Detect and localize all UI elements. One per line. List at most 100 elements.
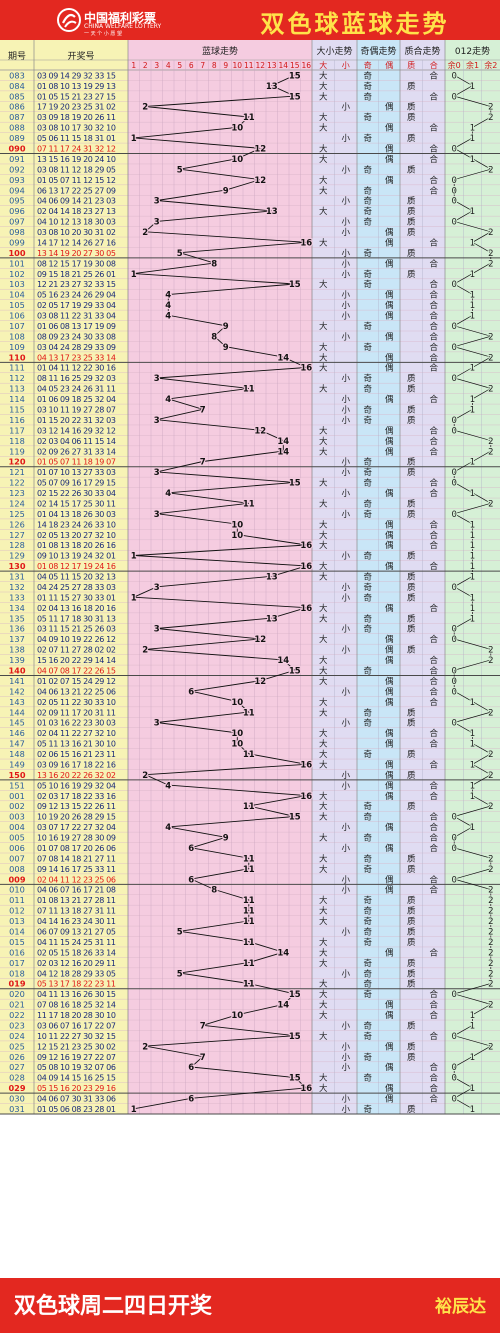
size-mark: 大 bbox=[319, 478, 328, 489]
prime-mark: 质 bbox=[407, 906, 416, 917]
prime-mark: 质 bbox=[407, 895, 416, 906]
size-mark: 小 bbox=[341, 1041, 350, 1052]
size-mark: 小 bbox=[341, 196, 350, 207]
red-ball-numbers: 05 13 17 18 22 23 11 bbox=[37, 980, 116, 989]
mod3-mark: 0 bbox=[451, 197, 456, 207]
prime-mark: 质 bbox=[407, 927, 416, 938]
blue-ball-value: 10 bbox=[231, 520, 243, 530]
mod3-mark: 1 bbox=[470, 364, 475, 374]
issue-number: 098 bbox=[9, 227, 25, 237]
size-mark: 大 bbox=[319, 947, 328, 958]
issue-number: 020 bbox=[9, 989, 25, 999]
blue-ball-value: 11 bbox=[243, 499, 255, 509]
blue-ball-value: 11 bbox=[243, 750, 255, 760]
header-mod3: 012走势 bbox=[455, 45, 490, 57]
blue-ball-value: 15 bbox=[289, 280, 301, 290]
red-ball-numbers: 02 04 13 16 18 20 16 bbox=[37, 604, 116, 613]
size-mark: 大 bbox=[319, 739, 328, 750]
size-mark: 大 bbox=[319, 70, 328, 81]
issue-number: 113 bbox=[9, 384, 25, 394]
issue-number: 136 bbox=[9, 624, 25, 634]
mod3-mark: 2 bbox=[488, 917, 493, 927]
prime-mark: 质 bbox=[407, 707, 416, 718]
prime-mark: 质 bbox=[407, 551, 416, 562]
sub-header-parity: 奇 bbox=[364, 60, 372, 70]
mod3-mark: 2 bbox=[488, 385, 493, 395]
issue-number: 088 bbox=[9, 123, 25, 133]
mod3-mark: 1 bbox=[470, 134, 475, 144]
issue-number: 117 bbox=[9, 425, 25, 435]
prime-mark: 质 bbox=[407, 164, 416, 175]
parity-mark: 奇 bbox=[363, 613, 372, 624]
size-mark: 小 bbox=[341, 1094, 350, 1105]
blue-col-header: 14 bbox=[278, 61, 288, 70]
parity-mark: 偶 bbox=[385, 885, 394, 896]
parity-mark: 奇 bbox=[363, 91, 372, 102]
prime-mark: 合 bbox=[429, 603, 438, 614]
blue-ball-value: 2 bbox=[142, 646, 148, 656]
issue-number: 018 bbox=[9, 968, 25, 978]
issue-number: 022 bbox=[9, 1010, 25, 1020]
issue-number: 009 bbox=[8, 874, 25, 884]
blue-ball-value: 10 bbox=[231, 698, 243, 708]
mod3-mark: 2 bbox=[488, 1001, 493, 1011]
prime-mark: 合 bbox=[429, 91, 438, 102]
red-ball-numbers: 04 09 10 19 22 26 12 bbox=[37, 635, 116, 644]
prime-mark: 合 bbox=[429, 561, 438, 572]
size-mark: 小 bbox=[341, 311, 350, 322]
red-ball-numbers: 04 05 11 15 20 32 13 bbox=[37, 573, 116, 582]
issue-number: 012 bbox=[9, 906, 25, 916]
parity-mark: 奇 bbox=[363, 572, 372, 583]
red-ball-numbers: 14 18 23 24 26 33 10 bbox=[37, 520, 116, 529]
blue-ball-value: 16 bbox=[300, 562, 312, 572]
mod3-mark: 1 bbox=[470, 698, 475, 708]
size-mark: 大 bbox=[319, 603, 328, 614]
red-ball-numbers: 04 10 12 13 18 30 03 bbox=[37, 218, 116, 227]
blue-ball-value: 11 bbox=[243, 854, 255, 864]
issue-number: 121 bbox=[9, 467, 25, 477]
prime-mark: 质 bbox=[407, 864, 416, 875]
red-ball-numbers: 12 15 21 23 25 30 02 bbox=[37, 1042, 116, 1051]
mod3-mark: 1 bbox=[470, 593, 475, 603]
prime-mark: 合 bbox=[429, 290, 438, 301]
mod3-mark: 2 bbox=[488, 886, 493, 896]
issue-number: 011 bbox=[9, 895, 25, 905]
prime-mark: 合 bbox=[429, 530, 438, 541]
issue-number: 021 bbox=[9, 1000, 25, 1010]
blue-ball-value: 3 bbox=[154, 468, 160, 478]
mod3-mark: 0 bbox=[451, 218, 456, 228]
size-mark: 小 bbox=[341, 770, 350, 781]
mod3-mark: 0 bbox=[451, 510, 456, 520]
blue-ball-value: 2 bbox=[142, 228, 148, 238]
parity-mark: 偶 bbox=[385, 759, 394, 770]
issue-number: 132 bbox=[9, 582, 25, 592]
prime-mark: 质 bbox=[407, 572, 416, 583]
parity-mark: 偶 bbox=[385, 843, 394, 854]
size-mark: 小 bbox=[341, 1104, 350, 1115]
red-ball-numbers: 05 11 13 16 21 30 10 bbox=[37, 740, 116, 749]
mod3-mark: 2 bbox=[488, 249, 493, 259]
size-mark: 大 bbox=[319, 697, 328, 708]
red-ball-numbers: 02 03 17 18 22 33 16 bbox=[37, 792, 116, 801]
prime-mark: 质 bbox=[407, 592, 416, 603]
red-ball-numbers: 01 03 16 22 23 30 03 bbox=[37, 719, 116, 728]
prime-mark: 质 bbox=[407, 81, 416, 92]
mod3-mark: 1 bbox=[470, 552, 475, 562]
mod3-mark: 2 bbox=[488, 165, 493, 175]
parity-mark: 奇 bbox=[363, 833, 372, 844]
parity-mark: 偶 bbox=[385, 1083, 394, 1094]
parity-mark: 奇 bbox=[363, 551, 372, 562]
blue-ball-value: 4 bbox=[165, 489, 171, 499]
size-mark: 小 bbox=[341, 415, 350, 426]
prime-mark: 合 bbox=[429, 989, 438, 1000]
parity-mark: 偶 bbox=[385, 290, 394, 301]
issue-number: 150 bbox=[8, 770, 25, 780]
red-ball-numbers: 02 03 04 06 11 15 14 bbox=[37, 437, 116, 446]
red-ball-numbers: 01 15 20 22 31 32 03 bbox=[37, 416, 116, 425]
header-size: 大小走势 bbox=[316, 45, 352, 57]
size-mark: 小 bbox=[341, 686, 350, 697]
size-mark: 大 bbox=[319, 342, 328, 353]
mod3-mark: 0 bbox=[451, 468, 456, 478]
size-mark: 小 bbox=[341, 551, 350, 562]
blue-ball-value: 3 bbox=[154, 218, 160, 228]
